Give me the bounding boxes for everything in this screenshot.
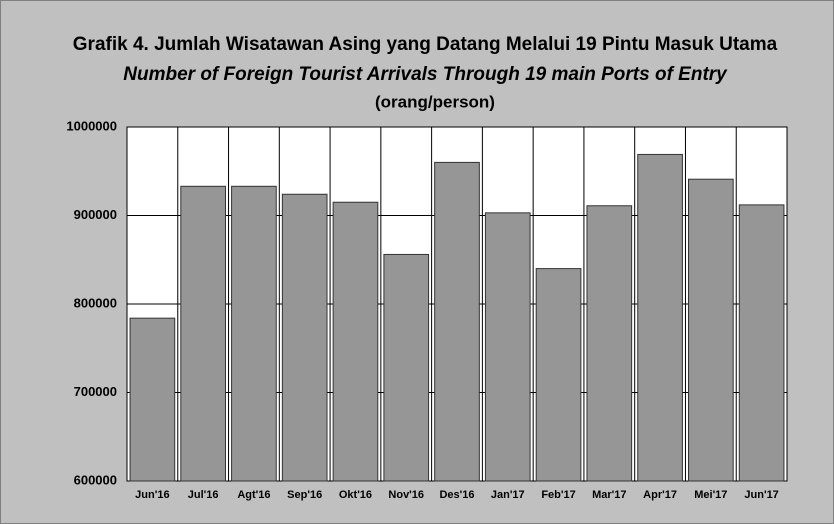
x-tick-label: Nov'16 [388, 489, 424, 501]
bar [129, 317, 176, 482]
unit-label: (orang/person) [375, 92, 495, 111]
bar [332, 201, 379, 482]
chart-title: Grafik 4. Jumlah Wisatawan Asing yang Da… [73, 34, 778, 55]
x-tick-label: Des'16 [439, 489, 474, 501]
bar [281, 193, 328, 482]
y-tick-label: 700000 [74, 384, 117, 399]
y-tick-label: 900000 [74, 207, 117, 222]
x-tick-label: Agt'16 [237, 489, 270, 501]
bar [637, 153, 683, 482]
bar [484, 212, 531, 482]
x-tick-label: Feb'17 [541, 489, 575, 501]
x-tick-label: Sep'16 [287, 489, 322, 501]
bar [434, 161, 480, 482]
bar [535, 268, 582, 482]
y-tick-label: 1000000 [66, 118, 117, 133]
x-tick-label: Apr'17 [643, 489, 677, 501]
y-tick-label: 800000 [74, 295, 117, 310]
bar [738, 204, 785, 482]
bar [688, 178, 734, 482]
chart-subtitle: Number of Foreign Tourist Arrivals Throu… [123, 64, 728, 85]
x-tick-label: Mei'17 [694, 489, 727, 501]
y-tick-label: 600000 [74, 472, 117, 487]
bar [383, 253, 430, 482]
x-tick-label: Jun'16 [135, 489, 169, 501]
bar [231, 185, 277, 482]
x-tick-label: Mar'17 [592, 489, 626, 501]
x-tick-label: Jul'16 [188, 489, 219, 501]
x-tick-label: Jan'17 [491, 489, 525, 501]
bar [586, 205, 633, 482]
bar [180, 185, 226, 482]
x-tick-label: Okt'16 [339, 489, 372, 501]
x-tick-label: Jun'17 [744, 489, 778, 501]
